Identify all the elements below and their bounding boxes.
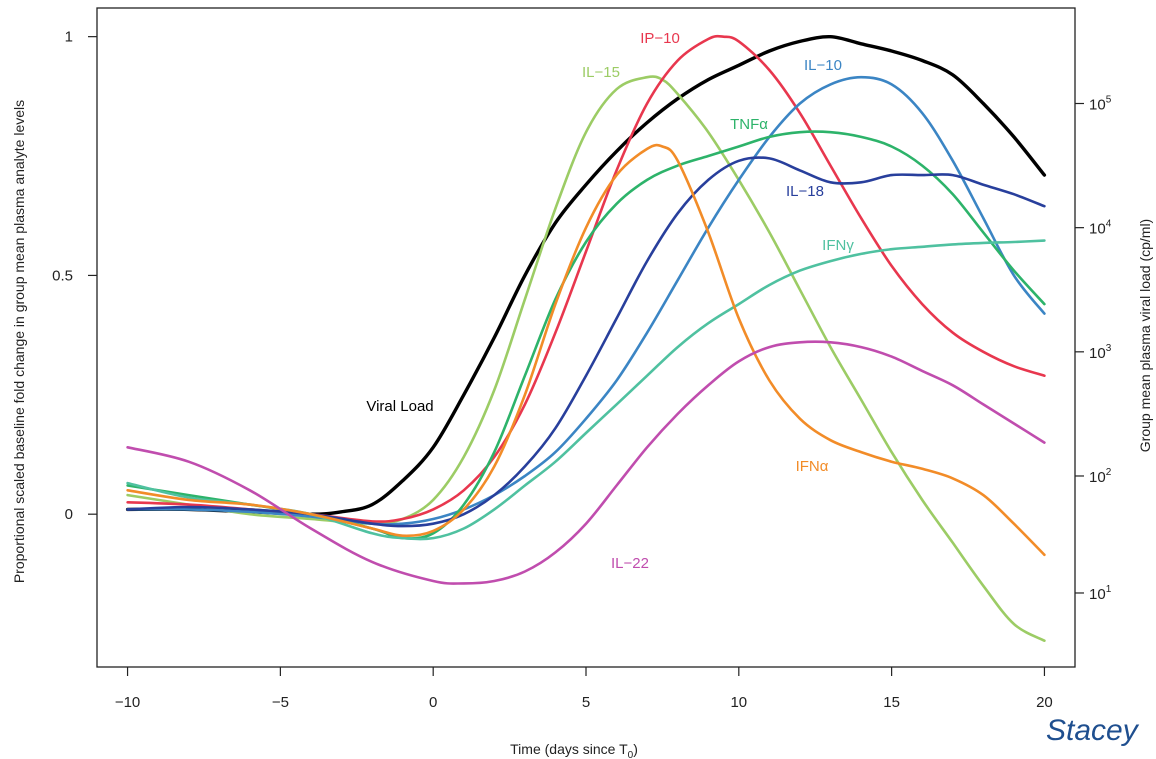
series-annotation-label: IL−10 [804, 57, 842, 74]
series-line [126, 75, 1046, 642]
x-tick-label: 0 [429, 694, 437, 711]
x-tick-label: −5 [272, 694, 289, 711]
series-line [126, 239, 1046, 541]
series-line [126, 34, 1046, 523]
y2-tick-label: 102 [1089, 467, 1112, 486]
x-axis-ticks: −10 −5 0 5 10 15 20 [115, 667, 1053, 711]
y2-tick-label: 101 [1089, 584, 1112, 603]
series-annotation-label: TNFα [730, 116, 768, 133]
y2-tick-label: 103 [1089, 343, 1112, 362]
series-annotation-label: IL−18 [786, 183, 824, 200]
series-line [126, 75, 1046, 526]
y-tick-label: 0 [65, 506, 73, 523]
y-axis-ticks: 00.51 [52, 29, 97, 523]
series-line [126, 143, 1046, 557]
y-axis-label: Proportional scaled baseline fold change… [11, 100, 27, 583]
y2-tick-label: 104 [1089, 219, 1112, 238]
series-annotation-label: Viral Load [366, 398, 433, 415]
series-line [126, 156, 1046, 528]
y-tick-label: 0.5 [52, 267, 73, 284]
series-annotations: Viral Load IL−15 IP−10 IL−10 TNFα IL−18 IFNγ IF… [366, 30, 854, 572]
x-tick-label: 20 [1036, 694, 1053, 711]
series-lines [125, 34, 1047, 642]
y2-axis-label: Group mean plasma viral load (cp/ml) [1137, 219, 1153, 452]
series-line [126, 340, 1046, 585]
x-tick-label: −10 [115, 694, 140, 711]
plot-box [96, 7, 1076, 668]
y2-tick-label: 105 [1089, 95, 1112, 114]
y-tick-label: 1 [65, 29, 73, 46]
plot-frame [96, 7, 1076, 668]
series-line [125, 34, 1047, 516]
x-tick-label: 10 [730, 694, 747, 711]
x-tick-label: 15 [883, 694, 900, 711]
credit-text: Stacey [1046, 714, 1138, 747]
x-axis-label: Time (days since T0) [510, 741, 638, 759]
series-annotation-label: IFNγ [822, 237, 854, 254]
series-annotation-label: IL−22 [611, 555, 649, 572]
series-annotation-label: IP−10 [640, 30, 680, 47]
series-annotation-label: IL−15 [582, 64, 620, 81]
y2-axis-ticks: 101 102 103 104 105 [1075, 95, 1112, 603]
series-annotation-label: IFNα [796, 458, 829, 475]
x-tick-label: 5 [582, 694, 590, 711]
